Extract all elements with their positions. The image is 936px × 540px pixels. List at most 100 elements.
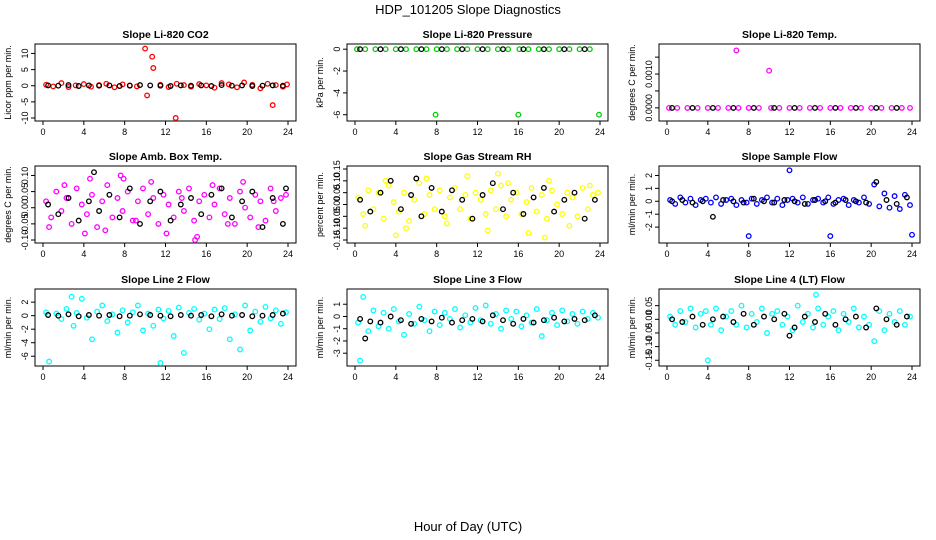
data-point	[132, 217, 139, 224]
data-point	[489, 312, 496, 319]
data-point	[78, 201, 85, 208]
data-point	[50, 83, 57, 90]
data-point	[186, 185, 192, 192]
y-tick-label: 0	[332, 314, 342, 319]
data-point	[498, 182, 504, 189]
data-point	[469, 215, 476, 222]
data-point	[221, 211, 228, 218]
data-point	[178, 195, 185, 201]
data-point	[581, 46, 588, 53]
data-point	[234, 84, 240, 91]
data-point	[822, 310, 829, 317]
data-point	[477, 196, 484, 203]
data-point	[886, 204, 893, 211]
data-point	[901, 321, 908, 328]
data-point	[750, 104, 757, 111]
data-point	[449, 319, 455, 326]
data-point	[817, 104, 824, 111]
data-point	[269, 195, 276, 201]
data-point	[198, 211, 205, 218]
data-point	[861, 194, 867, 201]
data-point	[697, 310, 704, 317]
x-tick-label: 0	[664, 127, 669, 137]
x-tick-label: 0	[352, 249, 357, 259]
data-point	[145, 211, 152, 218]
data-point	[518, 323, 525, 330]
series-hourly	[357, 46, 588, 53]
data-point	[564, 318, 571, 325]
data-point	[382, 177, 389, 184]
data-point	[771, 199, 778, 206]
data-point	[883, 197, 890, 203]
data-point	[566, 222, 573, 229]
data-point	[237, 346, 243, 353]
x-tick-label: 4	[393, 127, 398, 137]
data-point	[457, 324, 464, 331]
data-point	[262, 303, 269, 310]
data-point	[114, 329, 121, 336]
x-tick-label: 8	[746, 249, 751, 259]
y-tick-label: -0.05	[20, 214, 30, 235]
data-point	[283, 309, 289, 316]
data-point	[766, 67, 773, 74]
data-point	[774, 308, 781, 315]
x-tick-label: 24	[907, 249, 917, 259]
data-point	[571, 189, 578, 196]
x-tick-label: 16	[201, 372, 211, 382]
x-tick-label: 16	[513, 372, 523, 382]
data-point	[196, 198, 203, 205]
data-point	[198, 312, 205, 318]
data-point	[750, 321, 757, 328]
data-point	[140, 185, 146, 192]
data-point	[764, 330, 770, 336]
data-point	[401, 189, 407, 196]
data-point	[863, 324, 870, 331]
data-point	[852, 313, 859, 320]
x-tick-label: 12	[784, 249, 794, 259]
x-tick-label: 20	[554, 127, 564, 137]
data-point	[520, 315, 527, 322]
data-point	[249, 313, 256, 320]
data-point	[579, 308, 586, 315]
data-point	[269, 82, 276, 89]
data-point	[134, 198, 141, 205]
data-point	[180, 208, 187, 214]
data-point	[129, 217, 136, 224]
data-point	[240, 178, 247, 185]
data-point	[564, 189, 571, 196]
data-point	[791, 198, 798, 205]
data-point	[387, 313, 394, 320]
data-point	[459, 46, 466, 53]
data-point	[157, 360, 164, 366]
data-point	[489, 180, 496, 187]
data-point	[443, 220, 450, 227]
x-tick-label: 16	[825, 249, 835, 259]
series-all	[43, 172, 289, 243]
data-point	[175, 304, 182, 311]
plot-frame	[658, 43, 921, 122]
x-tick-label: 8	[746, 372, 751, 382]
data-point	[175, 188, 182, 195]
data-point	[896, 206, 903, 212]
data-point	[523, 312, 530, 319]
data-point	[764, 194, 770, 201]
y-tick-label: 5	[20, 67, 30, 72]
y-tick-label: -0.15	[332, 230, 342, 251]
data-point	[279, 82, 286, 89]
data-point	[467, 215, 474, 222]
data-point	[561, 318, 568, 325]
data-point	[385, 182, 392, 189]
x-tick-label: 20	[554, 372, 564, 382]
data-point	[689, 104, 696, 111]
data-point	[830, 308, 837, 315]
y-tick-label: 0	[644, 199, 654, 204]
data-point	[277, 320, 284, 327]
data-point	[559, 211, 566, 217]
data-point	[584, 315, 591, 322]
data-point	[827, 233, 834, 240]
data-point	[403, 225, 409, 232]
data-point	[242, 302, 249, 309]
x-tick-label: 0	[352, 127, 357, 137]
data-point	[365, 328, 372, 335]
